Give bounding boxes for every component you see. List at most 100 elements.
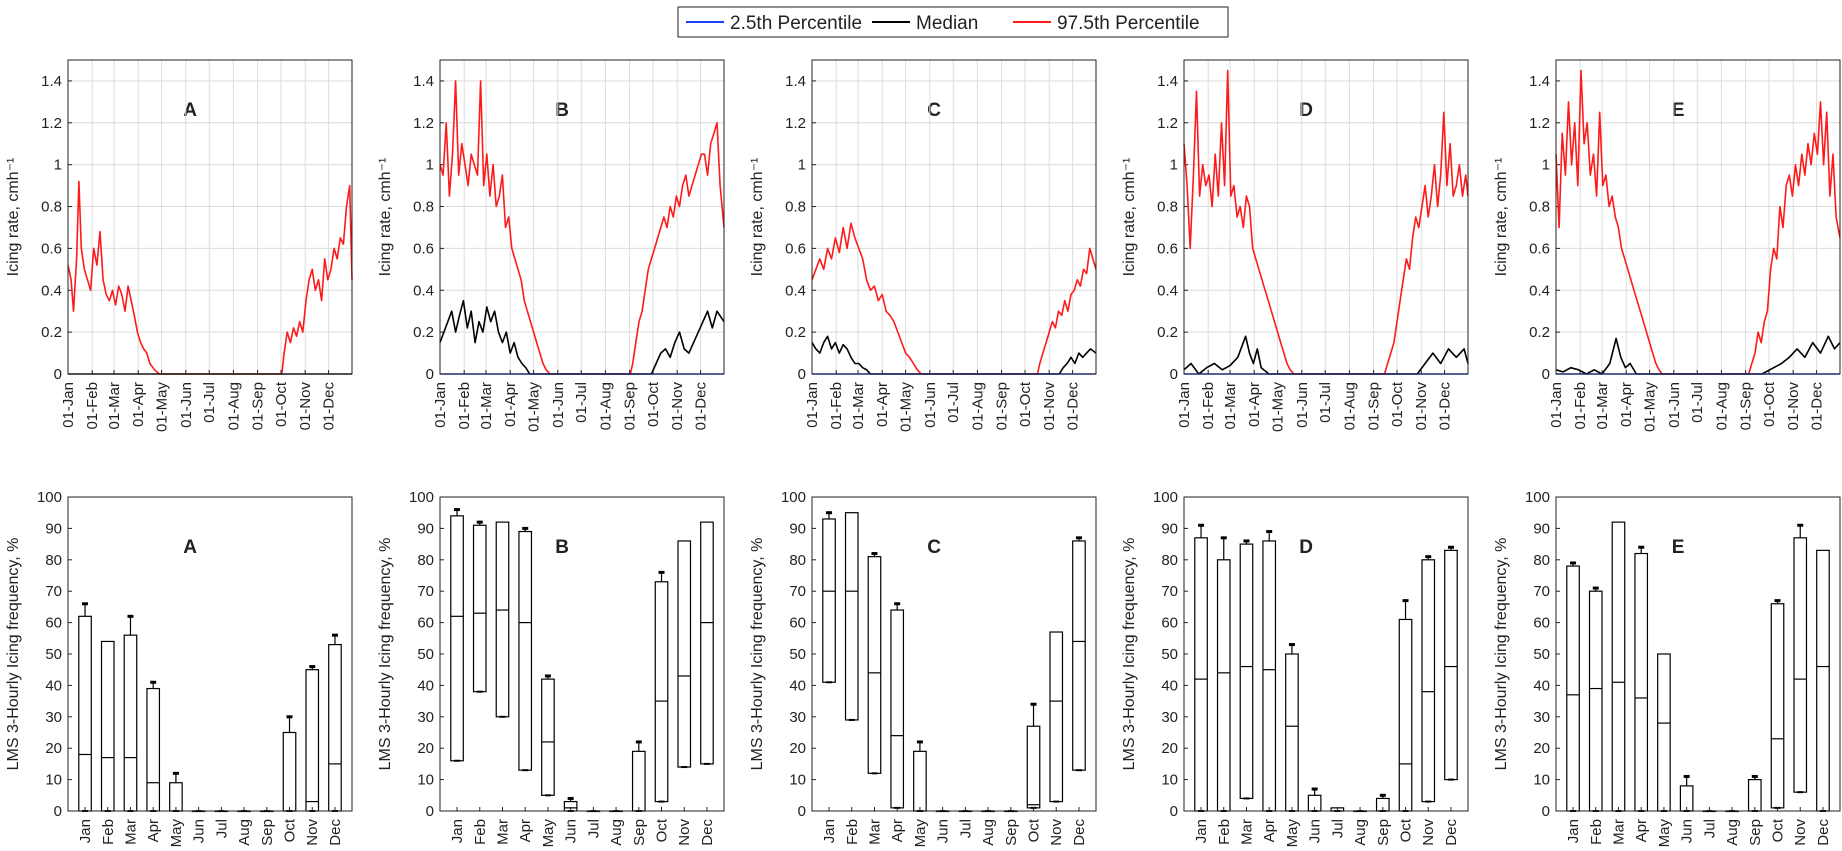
y-tick-label: 0.2 (785, 324, 806, 341)
panel-title: A (183, 537, 197, 558)
box-Mar (1239, 539, 1254, 800)
y-tick-label: 60 (417, 615, 434, 632)
y-tick-label: 30 (1161, 709, 1178, 726)
y-tick-label: 0 (1542, 366, 1550, 383)
y-tick-label: 50 (789, 646, 806, 663)
y-tick-label: 1.2 (41, 115, 62, 132)
y-tick-label: 20 (1161, 740, 1178, 757)
x-tick-label: 01-Oct (645, 381, 662, 427)
x-tick-label: 01-Mar (1222, 382, 1239, 430)
box-body (305, 669, 320, 812)
axes-frame (811, 59, 1097, 375)
box-Nov (677, 540, 692, 769)
box-body (822, 518, 836, 683)
box-Dec (1072, 536, 1086, 772)
axes-frame (1555, 496, 1841, 812)
plot-area (1184, 497, 1468, 811)
plot-area (1556, 497, 1840, 811)
x-tick-label: 01-Apr (874, 382, 891, 427)
panel-title: D (1299, 100, 1313, 121)
box-panel-D: 0 10 20 30 40 50 60 70 80 90 100 LMS 3-Hourly Icing… (1121, 489, 1469, 847)
x-tick-label: 01-Nov (1041, 382, 1058, 431)
y-tick-label: 0.6 (1157, 240, 1178, 257)
box-May (1657, 653, 1671, 812)
x-tick-label: Jun (1307, 819, 1324, 843)
x-tick-label: 01-Jul (1317, 382, 1334, 423)
box-body (654, 581, 669, 803)
x-tick-label: 01-Jun (1294, 382, 1311, 428)
y-tick-label: 70 (1533, 583, 1550, 600)
x-tick-label: Feb (100, 819, 117, 845)
y-tick-label: 0.2 (1529, 324, 1550, 341)
y-tick-label: 90 (417, 520, 434, 537)
box-body (1588, 590, 1603, 812)
box-body (1216, 559, 1231, 812)
axes-frame (67, 496, 353, 812)
box-body (282, 731, 297, 812)
x-tick-label: 01-Aug (225, 382, 242, 430)
y-tick-label: 40 (1533, 677, 1550, 694)
x-tick-label: 01-Nov (1413, 382, 1430, 431)
line-panel-A: 0 0.2 0.4 0.6 0.8 1 1.2 1.4 Icing rate, cmh⁻¹ A 01… (5, 59, 353, 433)
y-tick-label: 30 (417, 709, 434, 726)
y-tick-label: 100 (1525, 489, 1550, 506)
box-Jan (78, 602, 92, 812)
line-panel-C: 0 0.2 0.4 0.6 0.8 1 1.2 1.4 Icing rate, cmh⁻¹ C 01… (749, 59, 1097, 432)
x-tick-label: 01-Apr (1246, 382, 1263, 427)
box-Jun (1307, 787, 1322, 812)
x-tick-label: Oct (1398, 818, 1415, 842)
box-body (1421, 559, 1436, 803)
y-tick-label: 100 (1153, 489, 1178, 506)
x-tick-label: Apr (889, 819, 906, 842)
box-body (1444, 549, 1458, 781)
x-tick-label: Dec (327, 819, 344, 846)
x-tick-label: 01-Dec (1437, 382, 1454, 431)
y-tick-label: 1 (426, 157, 434, 174)
x-tick-label: Apr (1261, 819, 1278, 842)
legend: 2.5th Percentile Median 97.5th Percentile (677, 6, 1229, 38)
axes-frame (439, 496, 725, 812)
box-Dec (1444, 545, 1458, 781)
x-tick-label: 01-May (154, 382, 171, 433)
y-tick-label: 50 (1161, 646, 1178, 663)
legend-box (677, 6, 1229, 38)
y-tick-label: 30 (45, 709, 62, 726)
y-tick-label: 0.4 (41, 282, 62, 299)
x-tick-label: Feb (1216, 819, 1233, 845)
x-tick-label: 01-Jun (178, 382, 195, 428)
box-body (677, 540, 692, 768)
y-tick-label: 1.4 (1157, 73, 1178, 90)
x-tick-label: Mar (1238, 819, 1255, 845)
box-Nov (1793, 523, 1808, 794)
x-tick-label: Sep (631, 819, 648, 846)
p97-5-line (439, 80, 725, 375)
box-Jan (1566, 561, 1580, 812)
x-tick-label: Aug (980, 819, 997, 846)
box-body (1816, 549, 1830, 812)
x-tick-label: Jun (935, 819, 952, 843)
p97-5-line (811, 222, 1097, 375)
plot-area (440, 60, 724, 374)
y-axis-label: LMS 3-Hourly Icing frequency, % (377, 538, 394, 771)
y-tick-label: 80 (1161, 552, 1178, 569)
y-tick-label: 0 (426, 366, 434, 383)
x-tick-label: Jan (1565, 819, 1582, 843)
x-tick-label: 01-Mar (106, 382, 123, 430)
x-tick-label: Oct (654, 818, 671, 842)
x-tick-label: 01-Feb (1572, 382, 1589, 430)
x-tick-label: 01-Jul (1689, 382, 1706, 423)
box-body (1657, 653, 1671, 812)
y-tick-label: 0.4 (785, 282, 806, 299)
box-body (1262, 540, 1277, 812)
x-tick-label: 01-Mar (850, 382, 867, 430)
x-tick-label: 01-Oct (1389, 381, 1406, 427)
y-tick-label: 1.2 (1529, 115, 1550, 132)
x-tick-label: 01-Aug (1341, 382, 1358, 430)
y-tick-label: 40 (45, 677, 62, 694)
box-body (1770, 603, 1785, 809)
y-tick-label: 0 (798, 366, 806, 383)
x-tick-label: Dec (699, 819, 716, 846)
x-tick-label: Sep (1747, 819, 1764, 846)
box-Apr (146, 680, 161, 812)
